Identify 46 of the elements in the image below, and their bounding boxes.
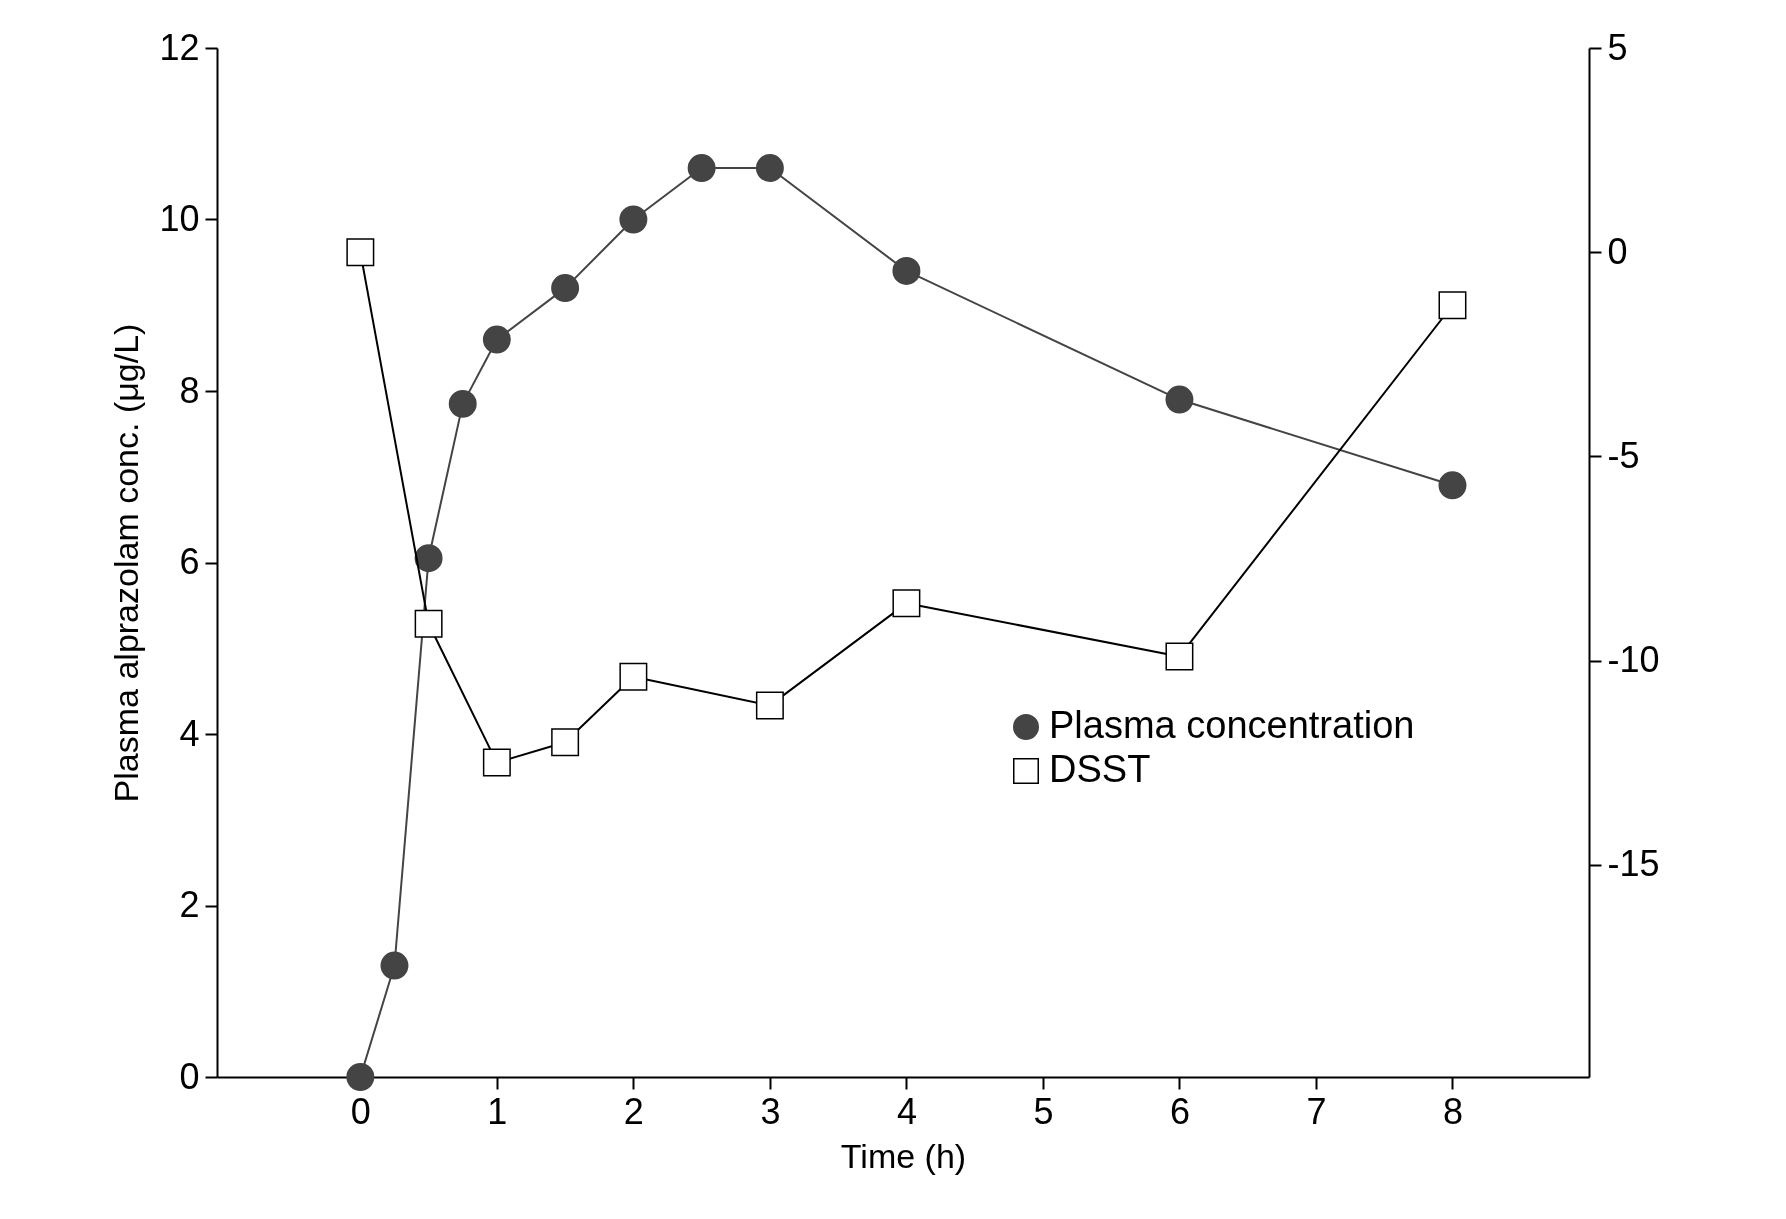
y-axis-title: Plasma alprazolam conc. (μg/L) [107, 323, 146, 803]
y-tick-label: 12 [159, 26, 200, 68]
point [1165, 385, 1194, 414]
y-tick-label: 2 [179, 884, 200, 925]
x-tick-label: 2 [623, 1090, 644, 1132]
point [619, 662, 648, 691]
y2-tick-label: 0 [1607, 230, 1628, 272]
y-tick-label: 6 [179, 541, 200, 582]
y2-tick-label: 5 [1607, 26, 1628, 68]
y2-tick-label: -5 [1607, 434, 1640, 476]
point [687, 154, 716, 182]
point [482, 748, 511, 777]
point [892, 257, 921, 285]
legend-label: Plasma concentration [1049, 704, 1415, 746]
point [551, 274, 580, 303]
point [482, 325, 511, 354]
x-tick-label: 4 [896, 1090, 917, 1132]
y-tick-label: 10 [159, 198, 200, 239]
x-tick-label: 6 [1169, 1090, 1190, 1132]
point [448, 389, 477, 418]
point [619, 205, 648, 234]
x-tick-label: 1 [487, 1090, 508, 1132]
point [1165, 642, 1194, 671]
x-tick-label: 7 [1306, 1090, 1327, 1132]
legend-label: DSST [1049, 748, 1151, 790]
point [414, 544, 443, 573]
point [755, 691, 784, 720]
x-tick-label: 3 [760, 1090, 781, 1132]
x-axis-title: Time (h) [840, 1136, 967, 1175]
point [346, 1063, 375, 1091]
y2-tick-label: -10 [1607, 639, 1660, 680]
x-tick-label: 0 [350, 1090, 371, 1132]
point [755, 154, 784, 182]
point [551, 728, 580, 757]
y2-tick-label: -15 [1607, 843, 1660, 885]
point [1438, 291, 1467, 320]
point [892, 589, 921, 618]
x-tick-label: 8 [1442, 1090, 1463, 1132]
point [414, 609, 443, 638]
y-tick-label: 0 [179, 1055, 200, 1097]
y-tick-label: 4 [179, 712, 200, 754]
y-tick-label: 8 [179, 369, 200, 411]
point [1438, 471, 1467, 500]
x-tick-label: 5 [1033, 1090, 1054, 1132]
point [346, 238, 375, 267]
point [380, 951, 409, 980]
